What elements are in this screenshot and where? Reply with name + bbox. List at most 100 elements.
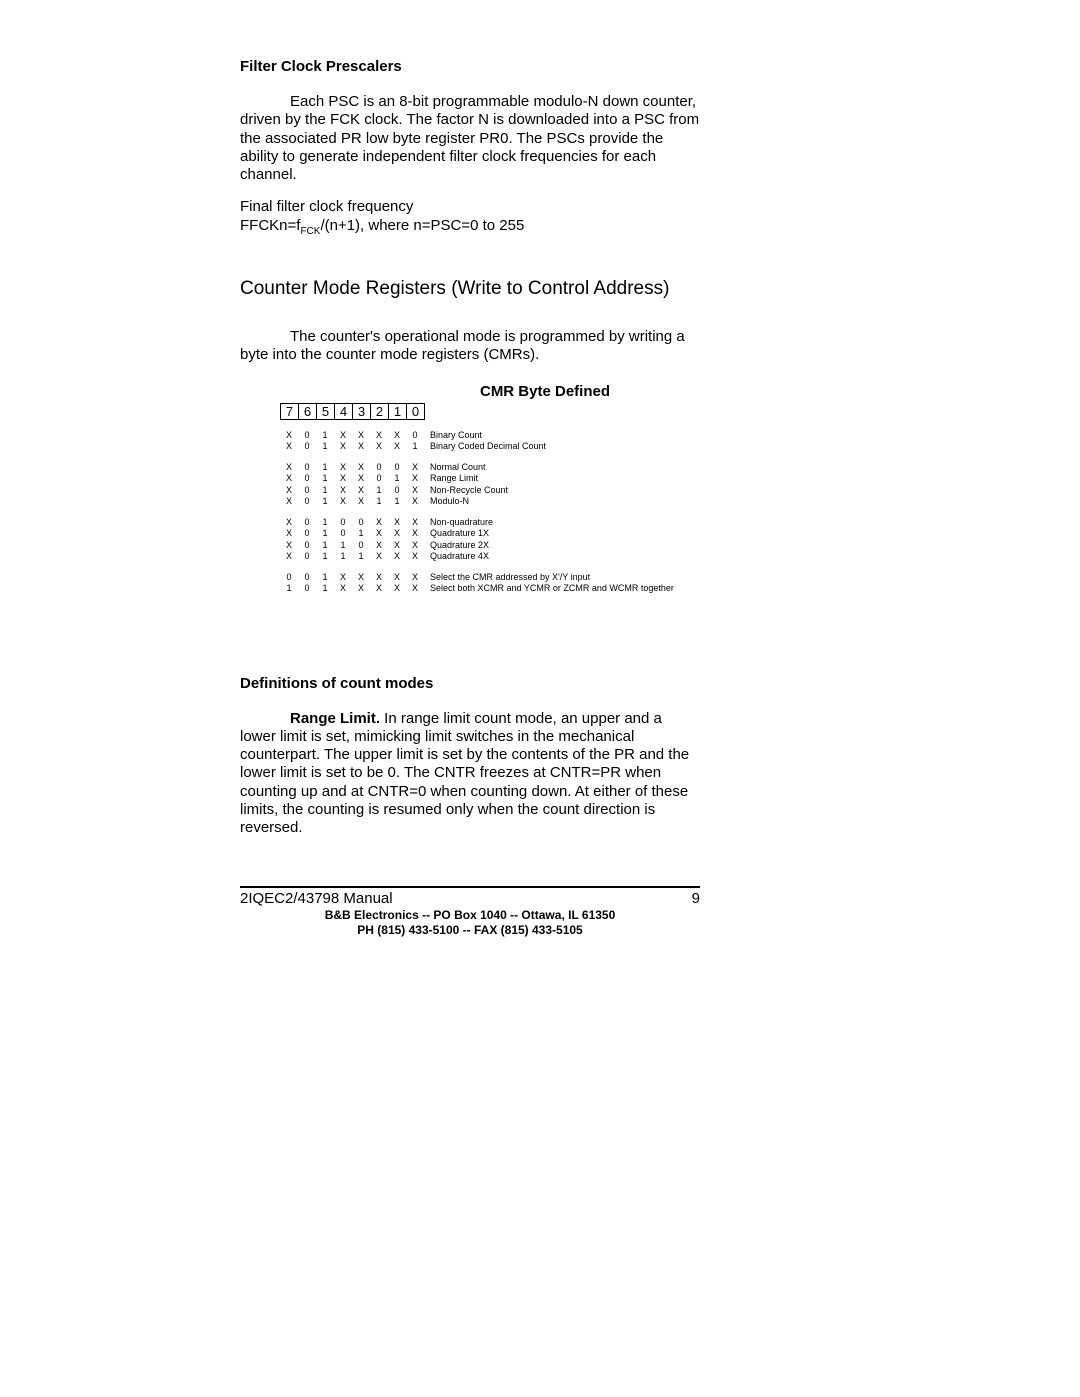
bit-header-cell: 4 bbox=[335, 403, 353, 419]
cmr-bit: X bbox=[406, 485, 424, 496]
section-title-cmr: Counter Mode Registers (Write to Control… bbox=[240, 278, 700, 300]
cmr-row: X01XX11XModulo-N bbox=[280, 496, 700, 507]
cmr-bit: X bbox=[280, 430, 298, 441]
cmr-description: Binary Count bbox=[424, 430, 700, 441]
cmr-bit: 0 bbox=[334, 528, 352, 539]
cmr-bit: X bbox=[388, 430, 406, 441]
cmr-description: Non-quadrature bbox=[424, 517, 700, 528]
cmr-bit: X bbox=[334, 485, 352, 496]
cmr-bit: 1 bbox=[280, 583, 298, 594]
bit-header-cell: 3 bbox=[353, 403, 371, 419]
cmr-bit: X bbox=[352, 583, 370, 594]
cmr-bit: 1 bbox=[352, 528, 370, 539]
cmr-bit: 1 bbox=[316, 583, 334, 594]
cmr-bit: 0 bbox=[298, 551, 316, 562]
cmr-bit: X bbox=[334, 572, 352, 583]
cmr-description: Select both XCMR and YCMR or ZCMR and WC… bbox=[424, 583, 700, 594]
cmr-bit: 0 bbox=[406, 430, 424, 441]
cmr-bit: X bbox=[388, 517, 406, 528]
cmr-bit: X bbox=[370, 517, 388, 528]
cmr-description: Quadrature 2X bbox=[424, 540, 700, 551]
cmr-bit: 0 bbox=[298, 540, 316, 551]
cmr-bit: 1 bbox=[316, 540, 334, 551]
cmr-group: 001XXXXXSelect the CMR addressed by X'/Y… bbox=[280, 572, 700, 595]
cmr-description: Binary Coded Decimal Count bbox=[424, 441, 700, 452]
cmr-description: Modulo-N bbox=[424, 496, 700, 507]
cmr-bit: 0 bbox=[298, 583, 316, 594]
para-cmr-intro: The counter's operational mode is progra… bbox=[240, 328, 700, 365]
cmr-bit: X bbox=[334, 473, 352, 484]
bit-header-cell: 6 bbox=[299, 403, 317, 419]
cmr-bit: X bbox=[334, 583, 352, 594]
cmr-bit: X bbox=[280, 517, 298, 528]
cmr-bit: 0 bbox=[280, 572, 298, 583]
cmr-bit: X bbox=[280, 441, 298, 452]
footer-manual: 2IQEC2/43798 Manual bbox=[240, 890, 393, 907]
cmr-bit: X bbox=[334, 441, 352, 452]
para-fcp: Each PSC is an 8-bit programmable modulo… bbox=[240, 93, 700, 184]
cmr-bit: X bbox=[370, 583, 388, 594]
cmr-bit: X bbox=[406, 572, 424, 583]
cmr-bit: 1 bbox=[388, 473, 406, 484]
cmr-bit: X bbox=[352, 496, 370, 507]
cmr-bit: X bbox=[406, 517, 424, 528]
cmr-bit: X bbox=[280, 496, 298, 507]
para-ffck: Final filter clock frequency FFCKn=fFCK/… bbox=[240, 198, 700, 237]
cmr-bit: 0 bbox=[370, 462, 388, 473]
cmr-bit: X bbox=[388, 441, 406, 452]
footer-phone: PH (815) 433-5100 -- FAX (815) 433-5105 bbox=[240, 923, 700, 937]
cmr-bit: 0 bbox=[298, 485, 316, 496]
heading-filter-clock-prescalers: Filter Clock Prescalers bbox=[240, 58, 700, 75]
cmr-bit: X bbox=[370, 572, 388, 583]
cmr-bit: X bbox=[352, 485, 370, 496]
cmr-bit: 0 bbox=[388, 485, 406, 496]
cmr-bit: 1 bbox=[316, 496, 334, 507]
cmr-bit: 1 bbox=[352, 551, 370, 562]
heading-definitions: Definitions of count modes bbox=[240, 675, 700, 692]
cmr-bit: X bbox=[334, 462, 352, 473]
ffck-line1: Final filter clock frequency bbox=[240, 198, 413, 215]
cmr-table: X01XXXX0Binary CountX01XXXX1Binary Coded… bbox=[240, 430, 700, 595]
cmr-bit: 0 bbox=[388, 462, 406, 473]
cmr-bit: 0 bbox=[298, 517, 316, 528]
cmr-bit: X bbox=[370, 540, 388, 551]
cmr-bit: 1 bbox=[316, 441, 334, 452]
cmr-bit: X bbox=[406, 540, 424, 551]
cmr-bit: 1 bbox=[316, 517, 334, 528]
bit-header-cell: 1 bbox=[389, 403, 407, 419]
page-content: Filter Clock Prescalers Each PSC is an 8… bbox=[240, 58, 700, 937]
cmr-bit: 1 bbox=[406, 441, 424, 452]
cmr-bit: X bbox=[388, 528, 406, 539]
cmr-bit: X bbox=[352, 473, 370, 484]
cmr-bit: X bbox=[406, 473, 424, 484]
cmr-bit: X bbox=[388, 583, 406, 594]
bit-header-table: 7 6 5 4 3 2 1 0 bbox=[280, 403, 425, 420]
cmr-group: X01XX00XNormal CountX01XX01XRange LimitX… bbox=[280, 462, 700, 507]
cmr-bit: 1 bbox=[370, 485, 388, 496]
cmr-group: X01XXXX0Binary CountX01XXXX1Binary Coded… bbox=[280, 430, 700, 453]
bit-header-cell: 5 bbox=[317, 403, 335, 419]
range-limit-bold: Range Limit. bbox=[290, 710, 380, 727]
cmr-bit: X bbox=[334, 430, 352, 441]
cmr-group: X0100XXXNon-quadratureX0101XXXQuadrature… bbox=[280, 517, 700, 562]
cmr-bit: X bbox=[370, 441, 388, 452]
cmr-bit: X bbox=[406, 551, 424, 562]
cmr-bit: X bbox=[388, 551, 406, 562]
cmr-bit: 1 bbox=[316, 473, 334, 484]
cmr-bit: 0 bbox=[370, 473, 388, 484]
cmr-bit: X bbox=[406, 462, 424, 473]
cmr-row: X01XXXX0Binary Count bbox=[280, 430, 700, 441]
cmr-bit: 1 bbox=[316, 551, 334, 562]
cmr-bit: 0 bbox=[352, 540, 370, 551]
cmr-description: Quadrature 4X bbox=[424, 551, 700, 562]
cmr-bit: 1 bbox=[316, 485, 334, 496]
cmr-bit: 0 bbox=[298, 473, 316, 484]
cmr-bit: X bbox=[406, 528, 424, 539]
cmr-bit: X bbox=[388, 572, 406, 583]
document-page: Filter Clock Prescalers Each PSC is an 8… bbox=[0, 0, 1080, 1397]
footer: 2IQEC2/43798 Manual 9 B&B Electronics --… bbox=[240, 886, 700, 937]
cmr-bit: X bbox=[334, 496, 352, 507]
cmr-description: Non-Recycle Count bbox=[424, 485, 700, 496]
cmr-bit: X bbox=[406, 583, 424, 594]
cmr-bit: 1 bbox=[334, 540, 352, 551]
